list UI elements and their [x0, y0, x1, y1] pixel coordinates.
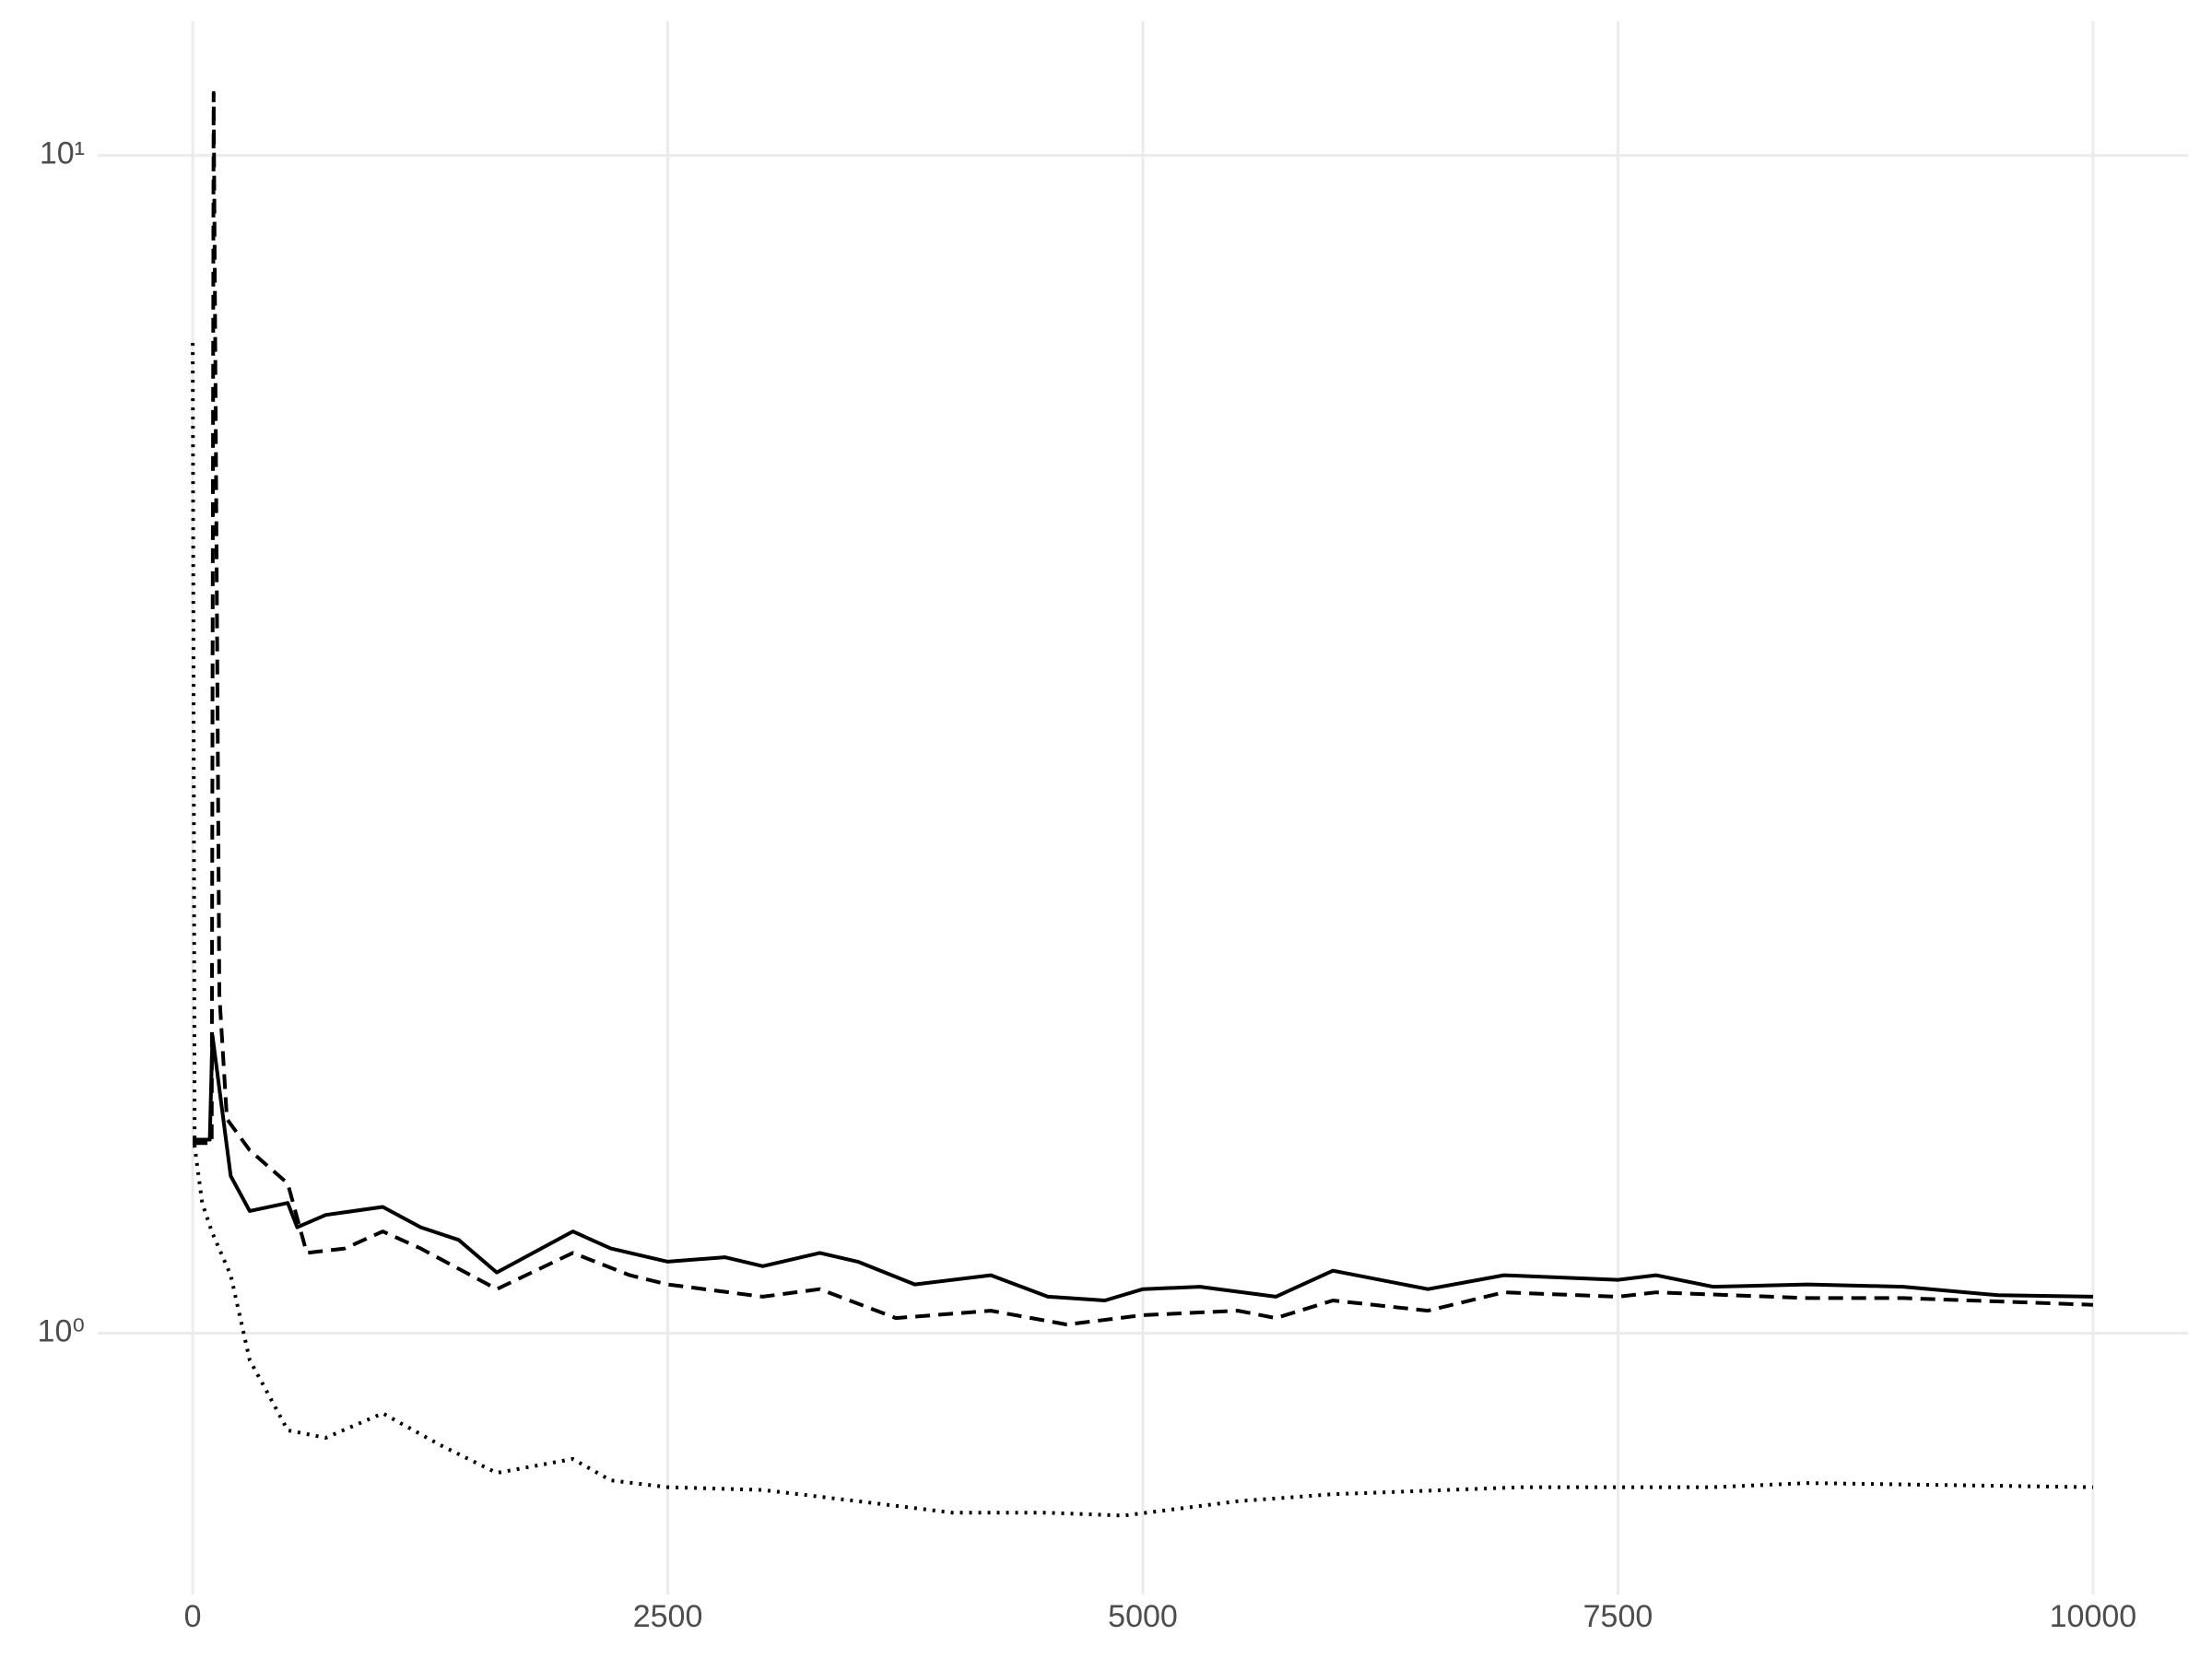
x-tick-label: 5000: [1108, 1599, 1178, 1634]
y-tick-label: 10¹: [40, 136, 85, 171]
x-tick-label: 0: [184, 1599, 202, 1634]
line-series: [193, 90, 2093, 1327]
y-tick-label: 10⁰: [38, 1313, 85, 1348]
x-tick-label: 2500: [633, 1599, 703, 1634]
x-tick-label: 10000: [2050, 1599, 2137, 1634]
x-tick-label: 7500: [1583, 1599, 1653, 1634]
line-series: [193, 1033, 2093, 1302]
